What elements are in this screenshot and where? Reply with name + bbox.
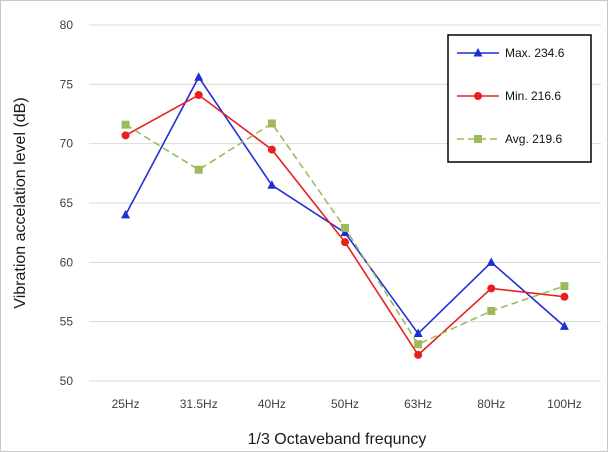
data-point-2-1 [194,165,203,174]
x-tick-label-2: 40Hz [258,397,286,411]
data-point-0-2 [267,180,277,189]
legend-marker-2 [474,135,482,143]
data-point-0-1 [194,72,204,81]
legend-marker-0 [473,48,483,57]
data-point-2-6 [560,282,569,291]
y-tick-label-3: 65 [60,196,74,210]
series-lines [121,72,569,359]
x-tick-label-1: 31.5Hz [180,397,218,411]
x-tick-label-5: 80Hz [477,397,505,411]
legend-label-0: Max. 234.6 [505,46,565,60]
data-point-0-0 [121,209,131,219]
y-tick-labels: 50 55 60 65 70 75 80 [60,18,74,388]
series-1 [121,91,569,359]
gridlines [89,24,601,382]
y-tick-label-1: 55 [60,315,74,329]
data-point-1-3 [341,238,349,247]
x-tick-label-6: 100Hz [547,397,582,411]
legend: Max. 234.6 Min. 216.6 Avg. 219.6 [447,34,592,163]
y-tick-label-0: 50 [60,374,74,388]
x-tick-labels: 25Hz 31.5Hz 40Hz 50Hz 63Hz 80Hz 100Hz [112,397,582,411]
data-point-1-5 [487,284,496,293]
legend-marker-1 [474,92,482,100]
data-point-2-0 [121,120,130,129]
data-point-2-5 [487,306,496,315]
legend-box [447,34,592,163]
y-tick-label-4: 70 [60,137,74,151]
data-point-2-2 [267,119,276,128]
data-point-1-6 [560,292,569,301]
data-point-1-1 [194,91,203,100]
legend-item-2: Avg. 219.6 [457,132,562,146]
y-tick-label-6: 80 [60,18,74,32]
legend-item-0: Max. 234.6 [457,46,565,60]
data-point-1-4 [414,350,423,359]
y-axis-title: Vibration accelation level (dB) [12,97,29,308]
data-point-0-6 [559,321,569,330]
data-point-2-4 [414,340,423,349]
data-point-1-0 [121,131,130,140]
x-tick-label-4: 63Hz [404,397,432,411]
legend-label-2: Avg. 219.6 [505,132,562,146]
data-point-0-5 [486,257,496,266]
series-2 [121,119,569,349]
legend-label-1: Min. 216.6 [505,89,561,103]
data-point-1-2 [267,145,276,154]
x-tick-label-0: 25Hz [112,397,140,411]
x-tick-label-3: 50Hz [331,397,359,411]
legend-item-1: Min. 216.6 [457,89,561,103]
data-point-2-3 [341,223,349,232]
x-axis-title: 1/3 Octaveband frequncy [248,431,427,448]
data-point-0-4 [413,328,423,338]
y-tick-label-2: 60 [60,255,74,269]
y-tick-label-5: 75 [60,77,74,91]
